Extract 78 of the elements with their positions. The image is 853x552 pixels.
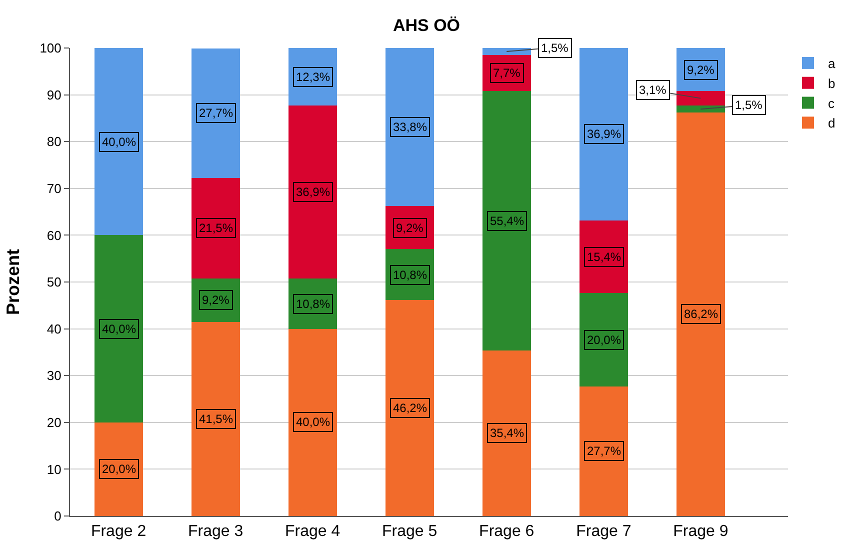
data-label: 9,2% <box>396 221 424 235</box>
bar <box>579 386 628 516</box>
bar <box>385 48 434 206</box>
y-tick-label: 0 <box>54 508 62 524</box>
x-tick-label: Frage 7 <box>576 523 632 540</box>
bar <box>676 48 725 92</box>
data-label: 21,5% <box>199 221 234 235</box>
bar <box>482 350 531 516</box>
x-tick-label: Frage 5 <box>382 523 438 540</box>
bar <box>385 300 434 516</box>
legend-label: a <box>828 56 836 72</box>
data-label: 35,4% <box>490 426 524 440</box>
data-label: 40,0% <box>102 322 136 336</box>
bar <box>288 328 337 516</box>
legend-label: b <box>828 76 836 91</box>
bar <box>94 235 143 422</box>
data-label: 27,7% <box>587 444 622 458</box>
data-label: 7,7% <box>493 66 521 80</box>
bar <box>482 48 531 56</box>
data-label: 20,0% <box>587 333 622 347</box>
data-label: 40,0% <box>102 135 136 149</box>
x-tick-label: Frage 4 <box>285 523 340 540</box>
bar <box>676 106 725 113</box>
y-tick-label: 70 <box>46 180 62 196</box>
bar <box>288 106 337 278</box>
data-label: 15,4% <box>587 250 622 264</box>
chart-title: AHS OÖ <box>392 16 460 36</box>
data-label: 27,7% <box>199 106 234 120</box>
data-label: 1,5% <box>541 41 569 55</box>
data-label: 86,2% <box>684 307 718 321</box>
x-tick-label: Frage 6 <box>479 523 534 540</box>
data-label: 55,4% <box>490 214 524 228</box>
y-tick-label: 60 <box>46 228 62 243</box>
y-tick-label: 50 <box>46 274 62 290</box>
data-label: 40,0% <box>296 415 330 429</box>
y-axis-title: Prozent <box>2 248 23 316</box>
data-label: 12,3% <box>296 70 330 84</box>
bar <box>191 48 240 178</box>
x-tick-label: Frage 3 <box>188 523 244 540</box>
bar <box>191 278 240 322</box>
x-tick-label: Frage 9 <box>673 523 728 540</box>
data-label: 36,9% <box>296 185 330 199</box>
bar <box>191 178 240 279</box>
legend-label: c <box>828 96 835 111</box>
x-tick-label: Frage 2 <box>90 523 146 540</box>
bar <box>482 91 531 350</box>
y-tick-label: 20 <box>46 414 62 430</box>
bar <box>676 91 725 106</box>
legend-label: d <box>828 116 836 131</box>
y-tick-label: 80 <box>46 134 62 150</box>
data-label: 9,2% <box>687 63 715 77</box>
data-label: 20,0% <box>102 462 136 476</box>
bar <box>579 292 628 386</box>
bar <box>482 55 531 92</box>
bar <box>288 48 337 106</box>
data-label: 10,8% <box>296 297 330 311</box>
bar <box>94 48 143 236</box>
data-label: 1,5% <box>735 98 763 112</box>
y-tick-label: 30 <box>46 368 62 384</box>
y-tick-label: 40 <box>46 321 62 336</box>
data-label: 46,2% <box>393 401 428 415</box>
y-tick-label: 10 <box>46 462 62 477</box>
bar <box>191 322 240 516</box>
bar <box>385 249 434 300</box>
data-label: 3,1% <box>639 83 667 97</box>
data-label: 36,9% <box>587 127 622 141</box>
bar <box>94 422 143 516</box>
data-label: 33,8% <box>393 120 428 134</box>
bar <box>676 112 725 516</box>
data-label: 10,8% <box>393 268 428 282</box>
bar <box>288 278 337 329</box>
bar <box>579 220 628 293</box>
bar <box>579 48 628 221</box>
y-tick-label: 90 <box>46 87 62 102</box>
y-tick-label: 100 <box>40 40 62 56</box>
data-label: 9,2% <box>202 293 230 307</box>
bar <box>385 206 434 250</box>
data-label: 41,5% <box>199 412 234 426</box>
